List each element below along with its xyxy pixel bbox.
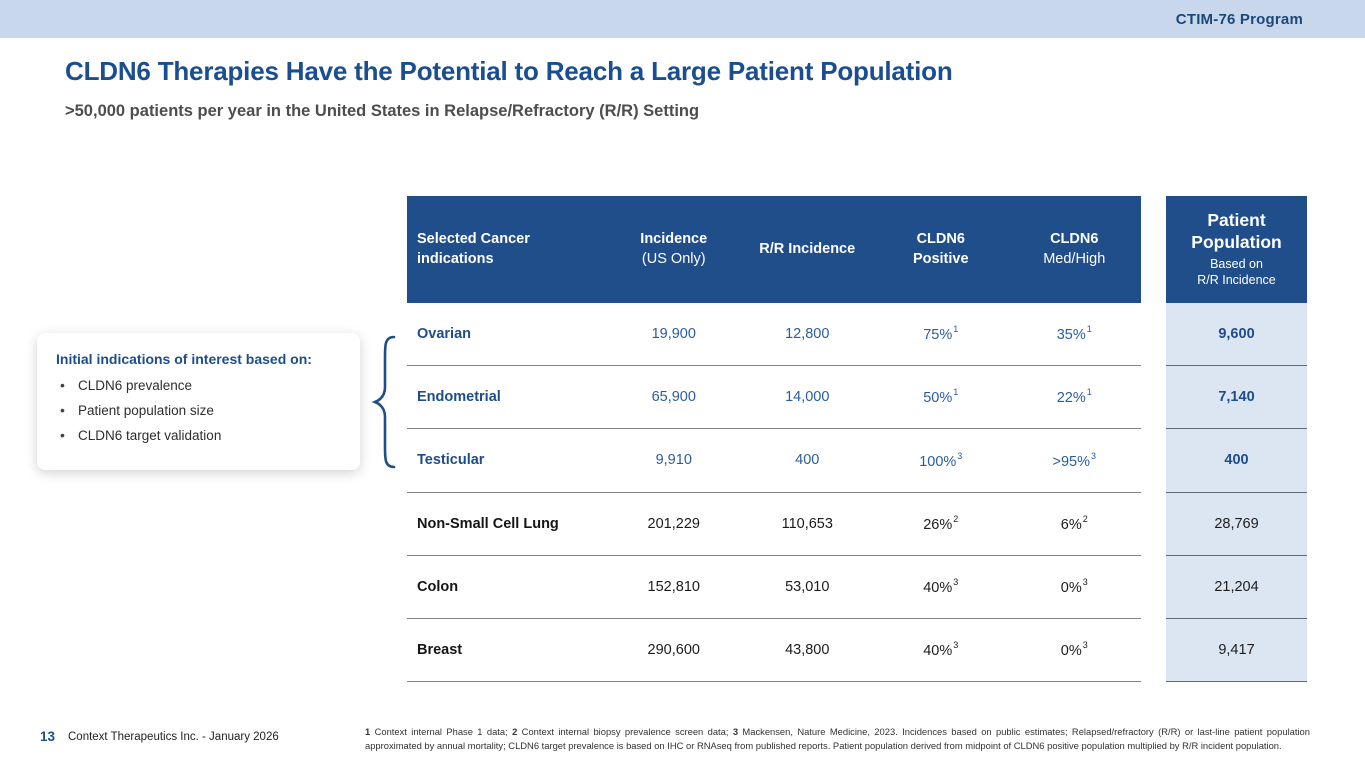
rr-incidence-cell: 43,800 xyxy=(785,642,830,659)
page-title: CLDN6 Therapies Have the Potential to Re… xyxy=(65,56,953,86)
table-row-colon: Colon 152,810 53,010 40%3 0%3 xyxy=(407,556,1141,619)
footnote-ref-2: 2 xyxy=(512,726,518,737)
col-header-label: Incidence xyxy=(640,230,708,247)
cldn6-positive-cell: 40%3 xyxy=(923,576,959,596)
col-header-label: Selected Cancer indications xyxy=(417,230,530,267)
page-subtitle: >50,000 patients per year in the United … xyxy=(65,102,700,120)
table-header-row: Selected Cancer indications Incidence (U… xyxy=(407,196,1141,303)
col-header-cldn6-medhigh: CLDN6 Med/High xyxy=(1008,196,1142,303)
patient-population-column: Patient Population Based on R/R Incidenc… xyxy=(1166,196,1307,683)
patient-population-value: 400 xyxy=(1166,429,1307,493)
col-header-cldn6-positive: CLDN6 Positive xyxy=(874,196,1008,303)
rr-incidence-cell: 400 xyxy=(795,452,820,469)
incidence-cell: 9,910 xyxy=(655,452,692,469)
callout-box: Initial indications of interest based on… xyxy=(37,333,360,470)
cldn6-medhigh-cell: 0%3 xyxy=(1060,576,1088,596)
rr-incidence-cell: 14,000 xyxy=(785,389,830,406)
cldn6-positive-cell: 75%1 xyxy=(923,324,959,343)
callout-bullet: CLDN6 prevalence xyxy=(56,377,346,393)
indication-cell: Non-Small Cell Lung xyxy=(417,515,559,532)
col-header-indications: Selected Cancer indications xyxy=(407,196,607,303)
indication-cell: Ovarian xyxy=(417,326,471,343)
patient-population-subtitle: Based on R/R Incidence xyxy=(1197,257,1276,288)
patient-population-title: Patient Population xyxy=(1191,210,1282,253)
footnote: 1 Context internal Phase 1 data; 2 Conte… xyxy=(365,725,1310,752)
callout-title: Initial indications of interest based on… xyxy=(56,351,312,367)
col-header-rr-incidence: R/R Incidence xyxy=(741,196,875,303)
patient-population-value: 9,600 xyxy=(1166,303,1307,367)
callout-bullet: Patient population size xyxy=(56,402,346,418)
table-row-endometrial: Endometrial 65,900 14,000 50%1 22%1 xyxy=(407,366,1141,430)
program-label: CTIM-76 Program xyxy=(1175,10,1303,28)
rr-incidence-cell: 53,010 xyxy=(785,578,830,595)
indications-table: Selected Cancer indications Incidence (U… xyxy=(407,196,1141,683)
cldn6-medhigh-cell: 0%3 xyxy=(1060,640,1088,659)
page-number: 13 xyxy=(40,729,56,744)
col-header-label: R/R Incidence xyxy=(759,240,856,257)
patient-population-value: 21,204 xyxy=(1166,555,1307,619)
cldn6-medhigh-cell: 22%1 xyxy=(1056,387,1092,407)
footnote-text: Context internal biopsy prevalence scree… xyxy=(517,726,733,737)
table-row-ovarian: Ovarian 19,900 12,800 75%1 35%1 xyxy=(407,303,1141,367)
col-header-label: CLDN6 xyxy=(1050,230,1099,247)
footnote-text: Context internal Phase 1 data; xyxy=(370,726,513,737)
cldn6-positive-cell: 40%3 xyxy=(923,640,959,659)
callout-bullet: CLDN6 target validation xyxy=(56,427,346,443)
incidence-cell: 201,229 xyxy=(647,515,700,532)
rr-incidence-cell: 12,800 xyxy=(785,326,830,343)
curly-brace-icon xyxy=(371,335,396,469)
patient-population-value: 9,417 xyxy=(1166,618,1307,683)
col-header-sublabel: (US Only) xyxy=(641,250,706,267)
table-row-breast: Breast 290,600 43,800 40%3 0%3 xyxy=(407,619,1141,683)
footnote-ref-3: 3 xyxy=(732,726,739,737)
cldn6-medhigh-cell: 6%2 xyxy=(1060,513,1088,533)
indication-cell: Testicular xyxy=(417,452,485,469)
incidence-cell: 152,810 xyxy=(647,578,700,595)
callout-list: CLDN6 prevalence Patient population size… xyxy=(56,377,346,443)
footnote-ref-1: 1 xyxy=(365,726,371,737)
company-footer: Context Therapeutics Inc. - January 2026 xyxy=(68,731,279,743)
patient-population-value: 28,769 xyxy=(1166,492,1307,556)
incidence-cell: 65,900 xyxy=(651,389,696,406)
patient-population-header: Patient Population Based on R/R Incidenc… xyxy=(1166,196,1307,303)
cldn6-positive-cell: 50%1 xyxy=(923,387,959,407)
cldn6-medhigh-cell: 35%1 xyxy=(1056,324,1092,343)
col-header-incidence: Incidence (US Only) xyxy=(607,196,741,303)
indication-cell: Colon xyxy=(417,578,459,595)
rr-incidence-cell: 110,653 xyxy=(781,515,833,532)
top-bar: CTIM-76 Program xyxy=(0,0,1365,38)
cldn6-medhigh-cell: >95%3 xyxy=(1052,450,1096,470)
cldn6-positive-cell: 26%2 xyxy=(923,513,959,533)
col-header-label: CLDN6 Positive xyxy=(912,230,969,267)
indication-cell: Endometrial xyxy=(417,389,501,406)
cldn6-positive-cell: 100%3 xyxy=(919,450,963,470)
incidence-cell: 290,600 xyxy=(647,642,700,659)
incidence-cell: 19,900 xyxy=(651,326,696,343)
indication-cell: Breast xyxy=(417,642,463,659)
patient-population-value: 7,140 xyxy=(1166,366,1307,430)
footnote-text: Mackensen, Nature Medicine, 2023. Incide… xyxy=(365,726,1310,751)
col-header-sublabel: Med/High xyxy=(1043,250,1106,267)
table-row-testicular: Testicular 9,910 400 100%3 >95%3 xyxy=(407,429,1141,493)
table-row-nsclc: Non-Small Cell Lung 201,229 110,653 26%2… xyxy=(407,493,1141,556)
